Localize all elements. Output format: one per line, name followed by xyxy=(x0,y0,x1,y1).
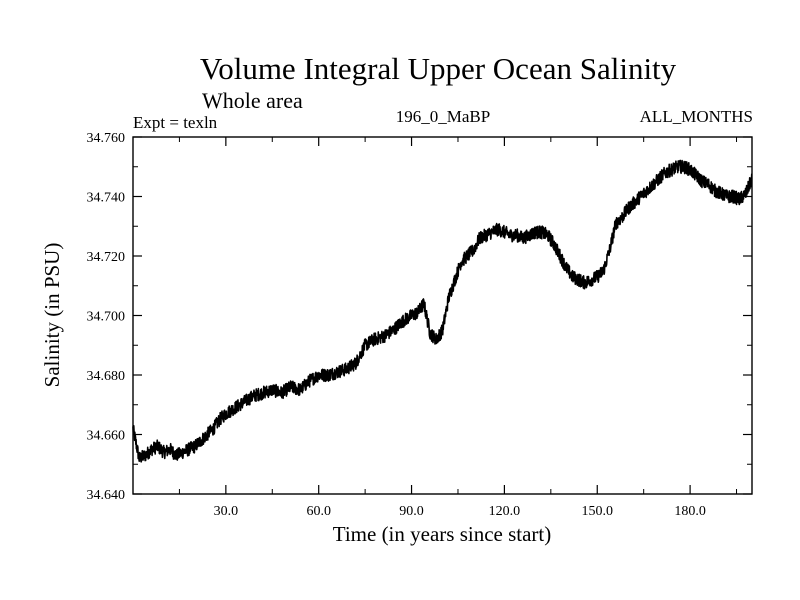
y-axis-label: Salinity (in PSU) xyxy=(40,243,64,388)
series-line-salinity xyxy=(132,159,753,463)
x-tick-label: 30.0 xyxy=(214,504,239,519)
chart-title: Volume Integral Upper Ocean Salinity xyxy=(200,51,677,86)
header-right-months: ALL_MONTHS xyxy=(640,107,753,126)
x-tick-label: 150.0 xyxy=(582,504,614,519)
header-left-expt: Expt = texln xyxy=(133,113,218,132)
series-group xyxy=(132,159,753,463)
x-tick-label: 120.0 xyxy=(489,504,521,519)
y-tick-label: 34.680 xyxy=(87,369,126,384)
x-tick-label: 90.0 xyxy=(399,504,424,519)
y-tick-label: 34.640 xyxy=(87,488,126,503)
x-tick-label: 180.0 xyxy=(674,504,706,519)
x-tick-label: 60.0 xyxy=(306,504,331,519)
x-axis: 30.0 60.0 90.0 120.0 150.0 180.0 xyxy=(178,137,738,519)
x-axis-label: Time (in years since start) xyxy=(333,522,552,546)
chart-subtitle: Whole area xyxy=(202,88,303,113)
header-center-run: 196_0_MaBP xyxy=(396,107,490,126)
plot-frame xyxy=(132,136,753,495)
y-tick-label: 34.720 xyxy=(87,250,126,265)
y-tick-label: 34.660 xyxy=(87,429,126,444)
plot-area: 34.640 34.660 34.680 34.700 34.720 34.740 34.7… xyxy=(87,131,753,519)
y-axis: 34.640 34.660 34.680 34.700 34.720 34.740 34.7… xyxy=(87,131,752,503)
y-tick-label: 34.700 xyxy=(87,310,126,325)
y-tick-label: 34.760 xyxy=(87,131,126,146)
y-tick-label: 34.740 xyxy=(87,191,126,206)
